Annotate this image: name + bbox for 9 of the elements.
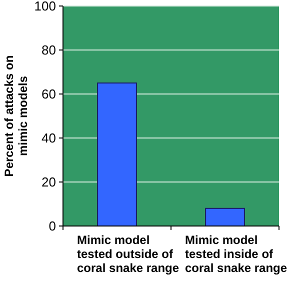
- y-tick-label: 20: [42, 174, 56, 190]
- y-tick-label: 60: [42, 86, 56, 102]
- y-tick-label: 40: [42, 130, 56, 146]
- x-tick-label: Mimic model tested outside of coral snake range: [77, 233, 180, 275]
- x-tick-label: Mimic model tested inside of coral snake range: [185, 233, 288, 275]
- y-tick-label: 100: [34, 0, 56, 14]
- y-tick-label: 0: [48, 218, 56, 234]
- y-tick-label: 80: [42, 42, 56, 58]
- y-axis-title: Percent of attacks on mimic models: [2, 55, 30, 177]
